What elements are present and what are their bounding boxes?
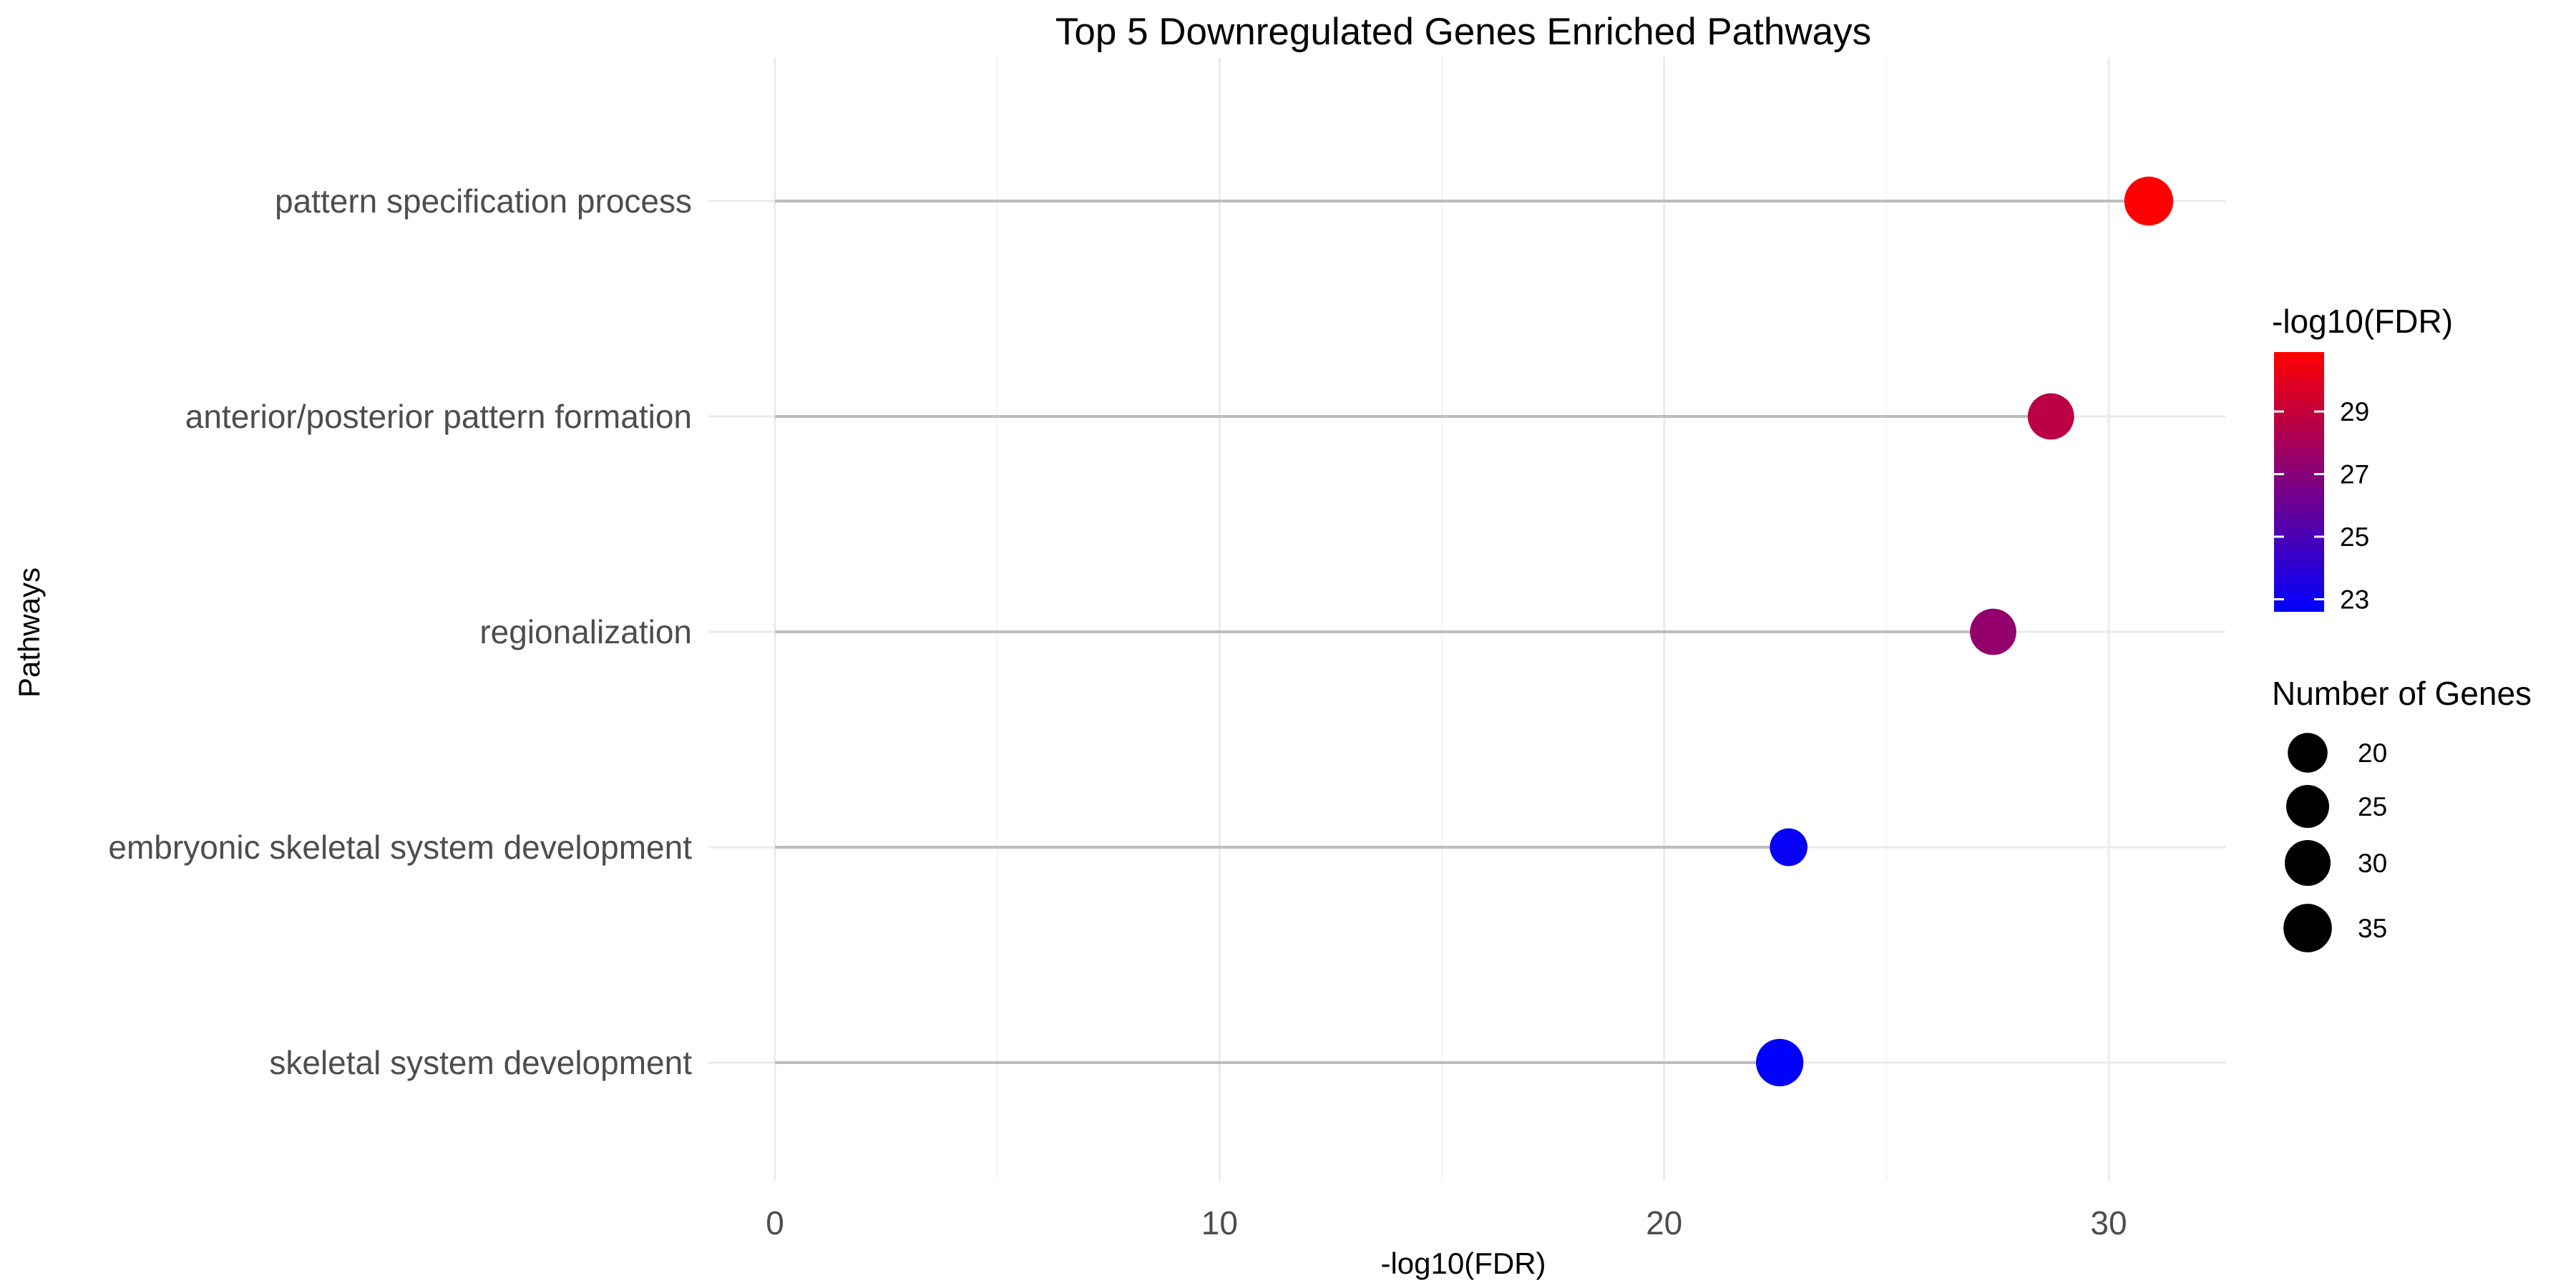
size-legend-label: 20 — [2358, 738, 2387, 768]
lollipop-point — [1970, 608, 2016, 655]
colorbar-tick-label: 23 — [2340, 585, 2369, 615]
x-axis-tick-labels: 0 10 20 30 — [766, 1204, 2127, 1241]
x-tick-label: 10 — [1201, 1204, 1238, 1241]
lollipop-point — [1756, 1038, 1804, 1087]
colorbar-tick-label: 29 — [2340, 397, 2369, 426]
size-legend-label: 35 — [2358, 914, 2387, 943]
size-legend-label: 25 — [2358, 792, 2387, 821]
x-tick-label: 20 — [1646, 1204, 1682, 1241]
size-legend-title: Number of Genes — [2272, 675, 2532, 712]
x-tick-label: 30 — [2090, 1204, 2127, 1241]
category-label: anterior/posterior pattern formation — [185, 398, 692, 435]
size-legend-entries: 20 25 30 35 — [2283, 733, 2387, 952]
colorbar-tick-label: 27 — [2340, 460, 2369, 489]
size-legend-key — [2283, 904, 2332, 952]
color-legend-bar — [2274, 352, 2324, 612]
color-legend: -log10(FDR) 23 25 27 29 — [2272, 303, 2453, 615]
category-label: regionalization — [479, 613, 692, 650]
size-legend: Number of Genes 20 25 30 35 — [2272, 675, 2532, 952]
category-label: skeletal system development — [269, 1044, 692, 1081]
x-tick-label: 0 — [766, 1204, 784, 1241]
lollipop-point — [2124, 176, 2174, 226]
lollipop-point — [1770, 828, 1807, 867]
category-label: embryonic skeletal system development — [108, 829, 692, 866]
color-legend-title: -log10(FDR) — [2272, 303, 2453, 340]
size-legend-key — [2286, 785, 2329, 828]
category-label: pattern specification process — [275, 182, 692, 220]
chart-title: Top 5 Downregulated Genes Enriched Pathw… — [1055, 11, 1871, 53]
size-legend-label: 30 — [2358, 849, 2387, 878]
y-axis-category-labels: pattern specification process anterior/po… — [108, 182, 692, 1081]
size-legend-key — [2288, 733, 2328, 773]
x-axis-title: -log10(FDR) — [1380, 1246, 1546, 1280]
lollipop-segments — [775, 200, 2149, 1064]
color-legend-ticks: 23 25 27 29 — [2274, 397, 2369, 615]
size-legend-key — [2284, 839, 2331, 887]
colorbar-tick-label: 25 — [2340, 522, 2369, 552]
lollipop-point — [2027, 393, 2074, 440]
lollipop-points — [1756, 176, 2174, 1087]
y-axis-title: Pathways — [12, 567, 46, 698]
